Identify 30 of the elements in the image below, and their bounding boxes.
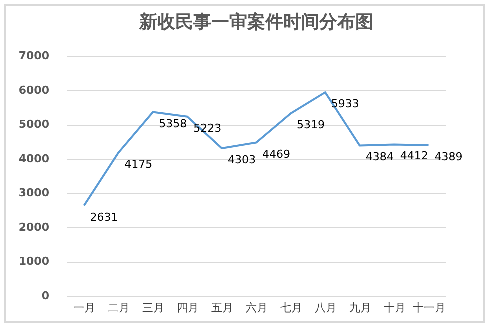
data-label: 4303 bbox=[228, 153, 256, 166]
data-label: 4469 bbox=[262, 148, 290, 161]
line-series bbox=[83, 92, 430, 207]
y-tick-label: 2000 bbox=[18, 220, 50, 234]
y-tick-label: 3000 bbox=[18, 186, 50, 200]
x-tick-label: 六月 bbox=[246, 302, 268, 314]
y-tick-label: 7000 bbox=[18, 50, 50, 62]
x-tick-label: 七月 bbox=[280, 302, 302, 314]
y-tick-label: 1000 bbox=[18, 255, 50, 268]
x-tick-label: 五月 bbox=[212, 302, 234, 314]
y-tick-label: 0 bbox=[42, 290, 50, 302]
x-tick-label: 四月 bbox=[177, 302, 200, 314]
data-label: 4175 bbox=[124, 158, 153, 171]
x-tick-label: 一月 bbox=[74, 302, 96, 314]
x-tick-label: 三月 bbox=[142, 302, 165, 314]
data-label: 4389 bbox=[434, 150, 463, 164]
data-label: 5358 bbox=[159, 117, 188, 130]
x-tick-label: 十一月 bbox=[412, 302, 446, 314]
data-label: 4412 bbox=[400, 150, 428, 163]
y-tick-label: 5000 bbox=[18, 118, 50, 132]
data-label: 5319 bbox=[296, 118, 325, 132]
x-tick-label: 九月 bbox=[349, 302, 372, 314]
x-tick-label: 十月 bbox=[384, 302, 406, 314]
chart-title: 新收民事一审案件时间分布图 bbox=[138, 12, 374, 33]
x-tick-label: 八月 bbox=[314, 302, 337, 314]
x-tick-label: 二月 bbox=[108, 302, 130, 314]
y-tick-label: 6000 bbox=[18, 84, 50, 97]
data-label: 4384 bbox=[366, 150, 394, 164]
y-tick-label: 4000 bbox=[18, 152, 50, 166]
data-label: 2631 bbox=[90, 210, 118, 224]
